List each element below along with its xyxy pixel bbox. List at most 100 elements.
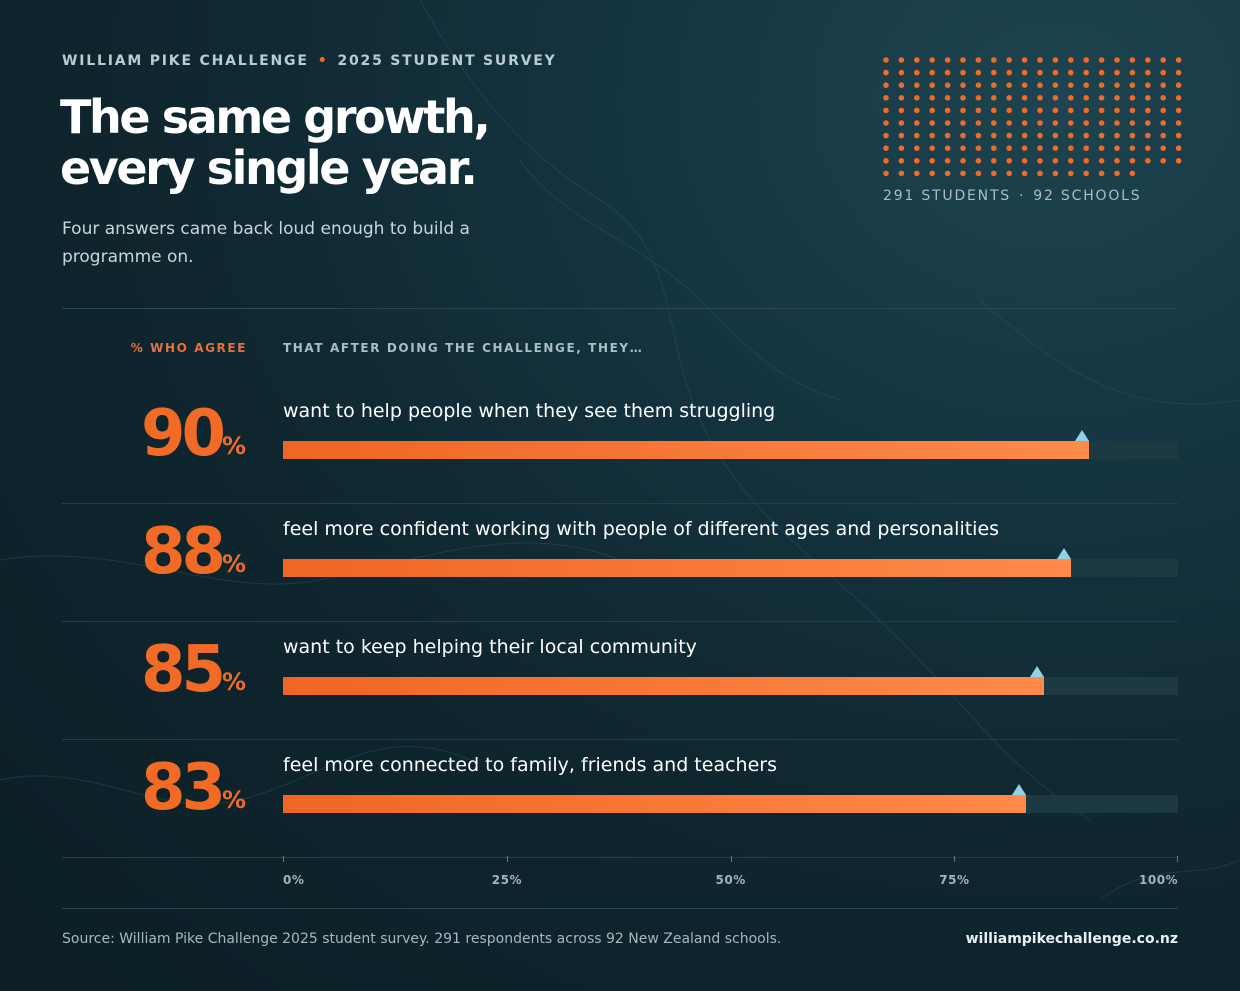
grid-dot [1083, 132, 1089, 139]
grid-dot [1145, 95, 1151, 101]
grid-dot [1037, 132, 1043, 139]
bar-row: 90 % want to help people when they see t… [0, 386, 1240, 504]
x-axis-tick-label: 25% [491, 873, 522, 887]
grid-dot [1052, 120, 1059, 126]
category-label: feel more connected to family, friends a… [283, 754, 777, 776]
grid-dot [1175, 95, 1182, 101]
grid-dot [929, 95, 935, 101]
x-axis-tick-label: 50% [715, 873, 746, 887]
grid-dot [1098, 82, 1105, 88]
grid-dot [944, 158, 951, 164]
grid-dot [1052, 145, 1059, 151]
grid-dot [991, 158, 997, 164]
grid-dot [1021, 95, 1028, 101]
grid-dot [1083, 95, 1089, 101]
eyebrow-survey: 2025 STUDENT SURVEY [337, 53, 557, 69]
x-axis-tick-label: 100% [1139, 873, 1179, 887]
grid-dot [1175, 132, 1182, 139]
grid-dot [944, 132, 951, 139]
grid-dot [1006, 158, 1012, 164]
grid-dot [1006, 82, 1012, 88]
grid-dot [1052, 107, 1059, 114]
title-line-1: The same growth, [60, 90, 491, 144]
grid-dot [1175, 82, 1182, 88]
x-axis-tick [283, 856, 284, 862]
grid-dot [1037, 120, 1043, 126]
grid-dot [914, 95, 920, 101]
grid-dot [929, 107, 935, 114]
grid-dot [1037, 82, 1043, 88]
source-note: Source: William Pike Challenge 2025 stud… [62, 931, 782, 947]
grid-dot [1129, 82, 1136, 88]
grid-dot [929, 120, 935, 126]
grid-dot [960, 69, 966, 76]
x-axis-tick [730, 856, 732, 862]
grid-dot [960, 95, 966, 101]
grid-dot [1114, 57, 1120, 63]
grid-dot [1098, 132, 1105, 139]
grid-dot [975, 158, 982, 164]
category-label: want to help people when they see them s… [283, 400, 776, 422]
stats-separator: · [1019, 188, 1026, 204]
grid-dot [1145, 120, 1151, 126]
grid-dot [1052, 170, 1059, 177]
category-label: want to keep helping their local communi… [283, 636, 697, 658]
grid-dot [1068, 69, 1074, 76]
row-divider [62, 739, 1178, 740]
grid-dot [1083, 158, 1089, 164]
grid-dot [1052, 69, 1059, 76]
grid-dot [1052, 158, 1059, 164]
grid-dot [975, 120, 982, 126]
grid-dot [1052, 95, 1059, 101]
bar-fill [283, 795, 1026, 813]
grid-dot [1098, 120, 1105, 126]
grid-dot [1006, 57, 1012, 63]
grid-dot [1006, 120, 1012, 126]
eyebrow-org: WILLIAM PIKE CHALLENGE [62, 53, 309, 69]
grid-dot [1021, 82, 1028, 88]
grid-dot [944, 69, 951, 76]
grid-dot [1160, 145, 1166, 151]
grid-dot [944, 120, 951, 126]
grid-dot [1114, 158, 1120, 164]
grid-dot [944, 95, 951, 101]
bar-fill [283, 559, 1071, 577]
grid-dot [1175, 158, 1182, 164]
grid-dot [914, 145, 920, 151]
grid-dot [1068, 120, 1074, 126]
website-link[interactable]: williampikechallenge.co.nz [965, 931, 1178, 947]
grid-dot [914, 107, 920, 114]
column-header-statement: THAT AFTER DOING THE CHALLENGE, THEY… [283, 341, 644, 355]
grid-dot [898, 69, 905, 76]
value-unit: % [222, 432, 247, 460]
grid-dot [1175, 57, 1182, 63]
grid-dot [944, 57, 951, 63]
grid-dot [975, 145, 982, 151]
grid-dot [1160, 82, 1166, 88]
grid-dot [1129, 120, 1136, 126]
grid-dot [1068, 132, 1074, 139]
grid-dot [960, 107, 966, 114]
grid-dot [1160, 69, 1166, 76]
grid-dot [1160, 57, 1166, 63]
grid-dot [914, 132, 920, 139]
grid-dot [898, 132, 905, 139]
bar-row: 85 % want to keep helping their local co… [0, 622, 1240, 740]
grid-dot [914, 57, 920, 63]
grid-dot [883, 132, 889, 139]
bar-track [283, 784, 1178, 813]
value-unit: % [222, 786, 247, 814]
grid-dot [975, 82, 982, 88]
grid-dot [914, 120, 920, 126]
grid-dot [944, 107, 951, 114]
grid-dot [1098, 170, 1105, 177]
grid-dot [1021, 158, 1028, 164]
dot-grid-graphic [883, 57, 1182, 177]
row-divider [62, 621, 1178, 622]
grid-dot [898, 120, 905, 126]
grid-dot [975, 107, 982, 114]
column-header-agree: % WHO AGREE [130, 341, 247, 355]
grid-dot [975, 95, 982, 101]
grid-dot [1160, 120, 1166, 126]
